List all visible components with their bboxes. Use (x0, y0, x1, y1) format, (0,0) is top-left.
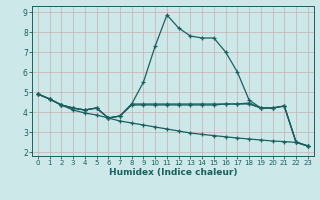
X-axis label: Humidex (Indice chaleur): Humidex (Indice chaleur) (108, 168, 237, 177)
